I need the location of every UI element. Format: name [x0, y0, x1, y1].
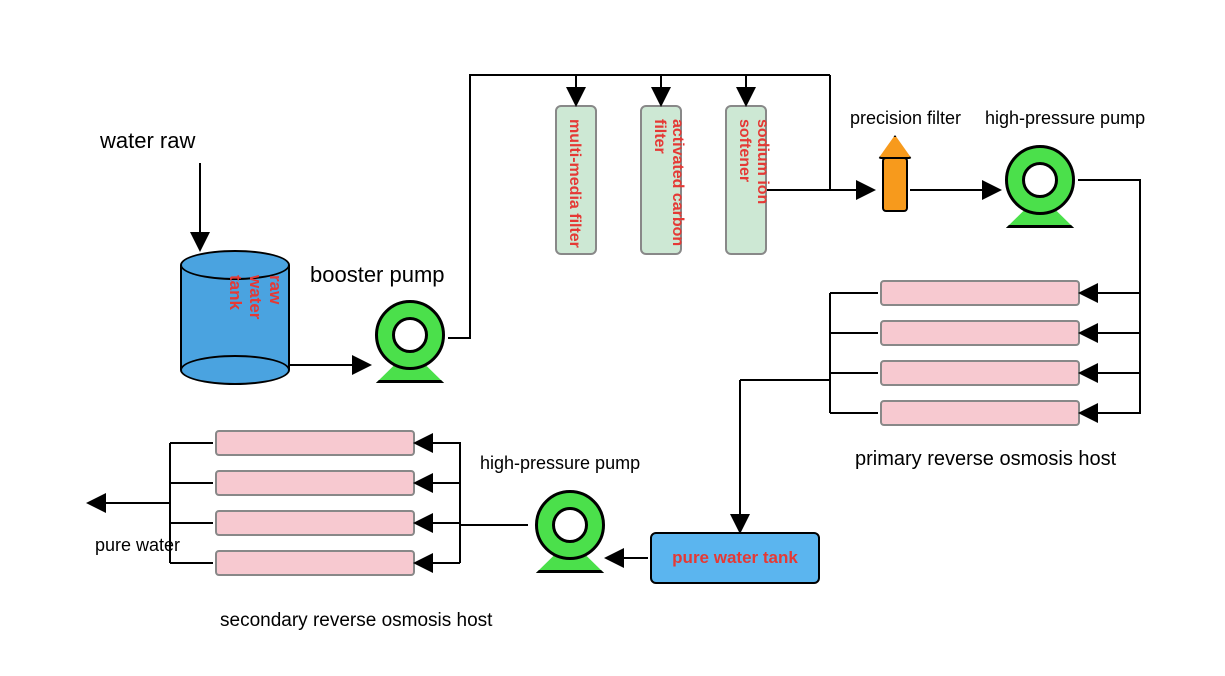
water-raw-label: water raw: [100, 128, 195, 154]
primary-ro-host: [880, 280, 1080, 440]
sodium-ion-softener-label: sodium ion softener: [735, 119, 771, 253]
pure-water-tank: pure water tank: [650, 532, 820, 584]
ro-module: [880, 400, 1080, 426]
secondary-ro-host: [215, 430, 415, 590]
ro-module: [880, 320, 1080, 346]
raw-water-tank-label: raw water tank: [225, 275, 285, 319]
diagram-canvas: raw water tank multi-media filter activa…: [0, 0, 1225, 676]
activated-carbon-filter-label: activated carbon filter: [650, 119, 686, 253]
pure-water-tank-label: pure water tank: [672, 548, 798, 568]
ro-module: [215, 550, 415, 576]
multi-media-filter: multi-media filter: [555, 105, 597, 255]
precision-filter-icon: [880, 135, 910, 210]
precision-filter-label: precision filter: [850, 108, 961, 129]
high-pressure-pump-2-label: high-pressure pump: [480, 453, 640, 474]
primary-ro-label: primary reverse osmosis host: [855, 448, 1116, 471]
ro-module: [215, 470, 415, 496]
ro-module: [880, 360, 1080, 386]
multi-media-filter-label: multi-media filter: [565, 119, 583, 248]
sodium-ion-softener: sodium ion softener: [725, 105, 767, 255]
secondary-ro-label: secondary reverse osmosis host: [220, 610, 492, 632]
high-pressure-pump-2: [530, 490, 610, 570]
booster-pump: [370, 300, 450, 380]
activated-carbon-filter: activated carbon filter: [640, 105, 682, 255]
ro-module: [880, 280, 1080, 306]
pure-water-label: pure water: [95, 535, 180, 556]
booster-pump-label: booster pump: [310, 262, 445, 288]
ro-module: [215, 430, 415, 456]
ro-module: [215, 510, 415, 536]
high-pressure-pump-1-label: high-pressure pump: [985, 108, 1145, 129]
high-pressure-pump-1: [1000, 145, 1080, 225]
